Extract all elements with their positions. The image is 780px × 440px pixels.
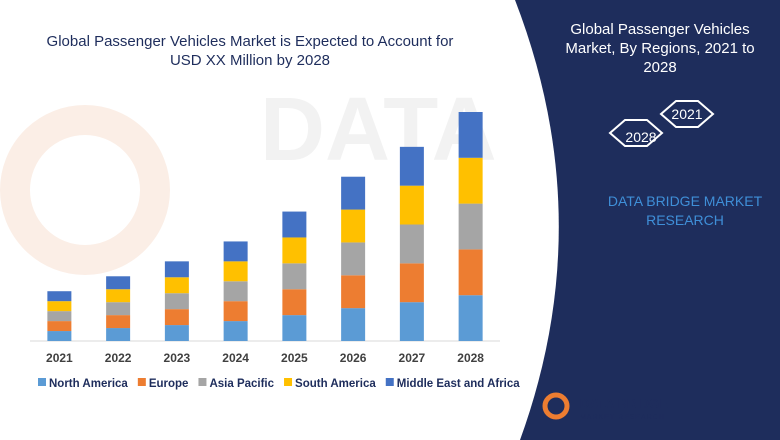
legend-label: Europe <box>149 378 189 390</box>
bar-segment <box>164 277 189 294</box>
bar-segment <box>341 308 366 341</box>
bar-segment <box>164 293 189 310</box>
bar-segment <box>106 315 131 329</box>
bar-segment <box>106 276 131 290</box>
bar-segment <box>106 302 131 316</box>
bar-segment <box>399 146 424 186</box>
bar-segment <box>458 157 483 204</box>
hexagon <box>659 100 715 128</box>
logo-tagline: MARKET RESEARCH <box>580 414 665 421</box>
bar-segment <box>223 321 248 341</box>
brand: DATA BRIDGE MARKET RESEARCH <box>607 193 763 228</box>
legend-swatch <box>198 378 207 386</box>
hexagon <box>608 119 664 147</box>
x-tick-label: 2027 <box>399 351 426 365</box>
bar-segment <box>47 311 72 322</box>
x-tick-label: 2025 <box>281 351 308 365</box>
bar-segment <box>341 209 366 243</box>
legend-swatch <box>38 378 46 386</box>
bar-segment <box>282 263 307 290</box>
legend-swatch <box>137 378 146 386</box>
bar-segment <box>47 301 72 312</box>
bar-segment <box>399 263 424 303</box>
logo-name: DATA BRIDGE <box>580 396 668 411</box>
bar-segment <box>223 261 248 282</box>
bar-segment <box>223 301 248 322</box>
bar-segment <box>223 281 248 302</box>
watermark-logo <box>0 105 170 275</box>
bar-segment <box>164 261 189 278</box>
panel-title: Global Passenger Vehicles Market, By Reg… <box>565 21 755 76</box>
hex-label: 2021 <box>671 106 702 122</box>
bar-segment <box>164 325 189 341</box>
x-tick-label: 2026 <box>340 351 367 365</box>
bar-segment <box>341 275 366 309</box>
bar-segment <box>282 289 307 316</box>
x-tick-label: 2028 <box>457 351 484 365</box>
bar-segment <box>106 328 131 341</box>
chart-title: Global Passenger Vehicles Market is Expe… <box>46 33 454 69</box>
legend-label: Asia Pacific <box>209 378 274 390</box>
bar-segment <box>282 237 307 264</box>
bar-segment <box>341 242 366 276</box>
bar-segment <box>399 185 424 225</box>
x-tick-label: 2021 <box>46 351 73 365</box>
bar-segment <box>458 295 483 341</box>
x-tick-label: 2024 <box>222 351 249 365</box>
bar-segment <box>47 321 72 332</box>
watermark: DATA <box>260 80 497 180</box>
bar-segment <box>282 315 307 341</box>
bar-segment <box>458 112 483 158</box>
x-tick-label: 2022 <box>105 351 132 365</box>
legend-label: Middle East and Africa <box>397 378 521 390</box>
legend-swatch <box>284 378 293 386</box>
x-tick-label: 2023 <box>164 351 191 365</box>
legend-swatch <box>385 378 394 386</box>
bar-segment <box>458 249 483 296</box>
bar-segment <box>47 331 72 341</box>
logo-icon <box>542 392 570 420</box>
bar-segment <box>399 302 424 341</box>
bar-segment <box>223 241 248 262</box>
bar-segment <box>458 203 483 250</box>
legend-label: North America <box>49 378 128 390</box>
bar-segment <box>399 224 424 264</box>
bar-segment <box>164 309 189 326</box>
bar-segment <box>106 289 131 303</box>
bar-segment <box>47 291 72 302</box>
bar-segment <box>282 211 307 238</box>
hex-label: 2028 <box>625 129 656 145</box>
bar-segment <box>341 176 366 210</box>
legend-label: South America <box>295 378 376 390</box>
